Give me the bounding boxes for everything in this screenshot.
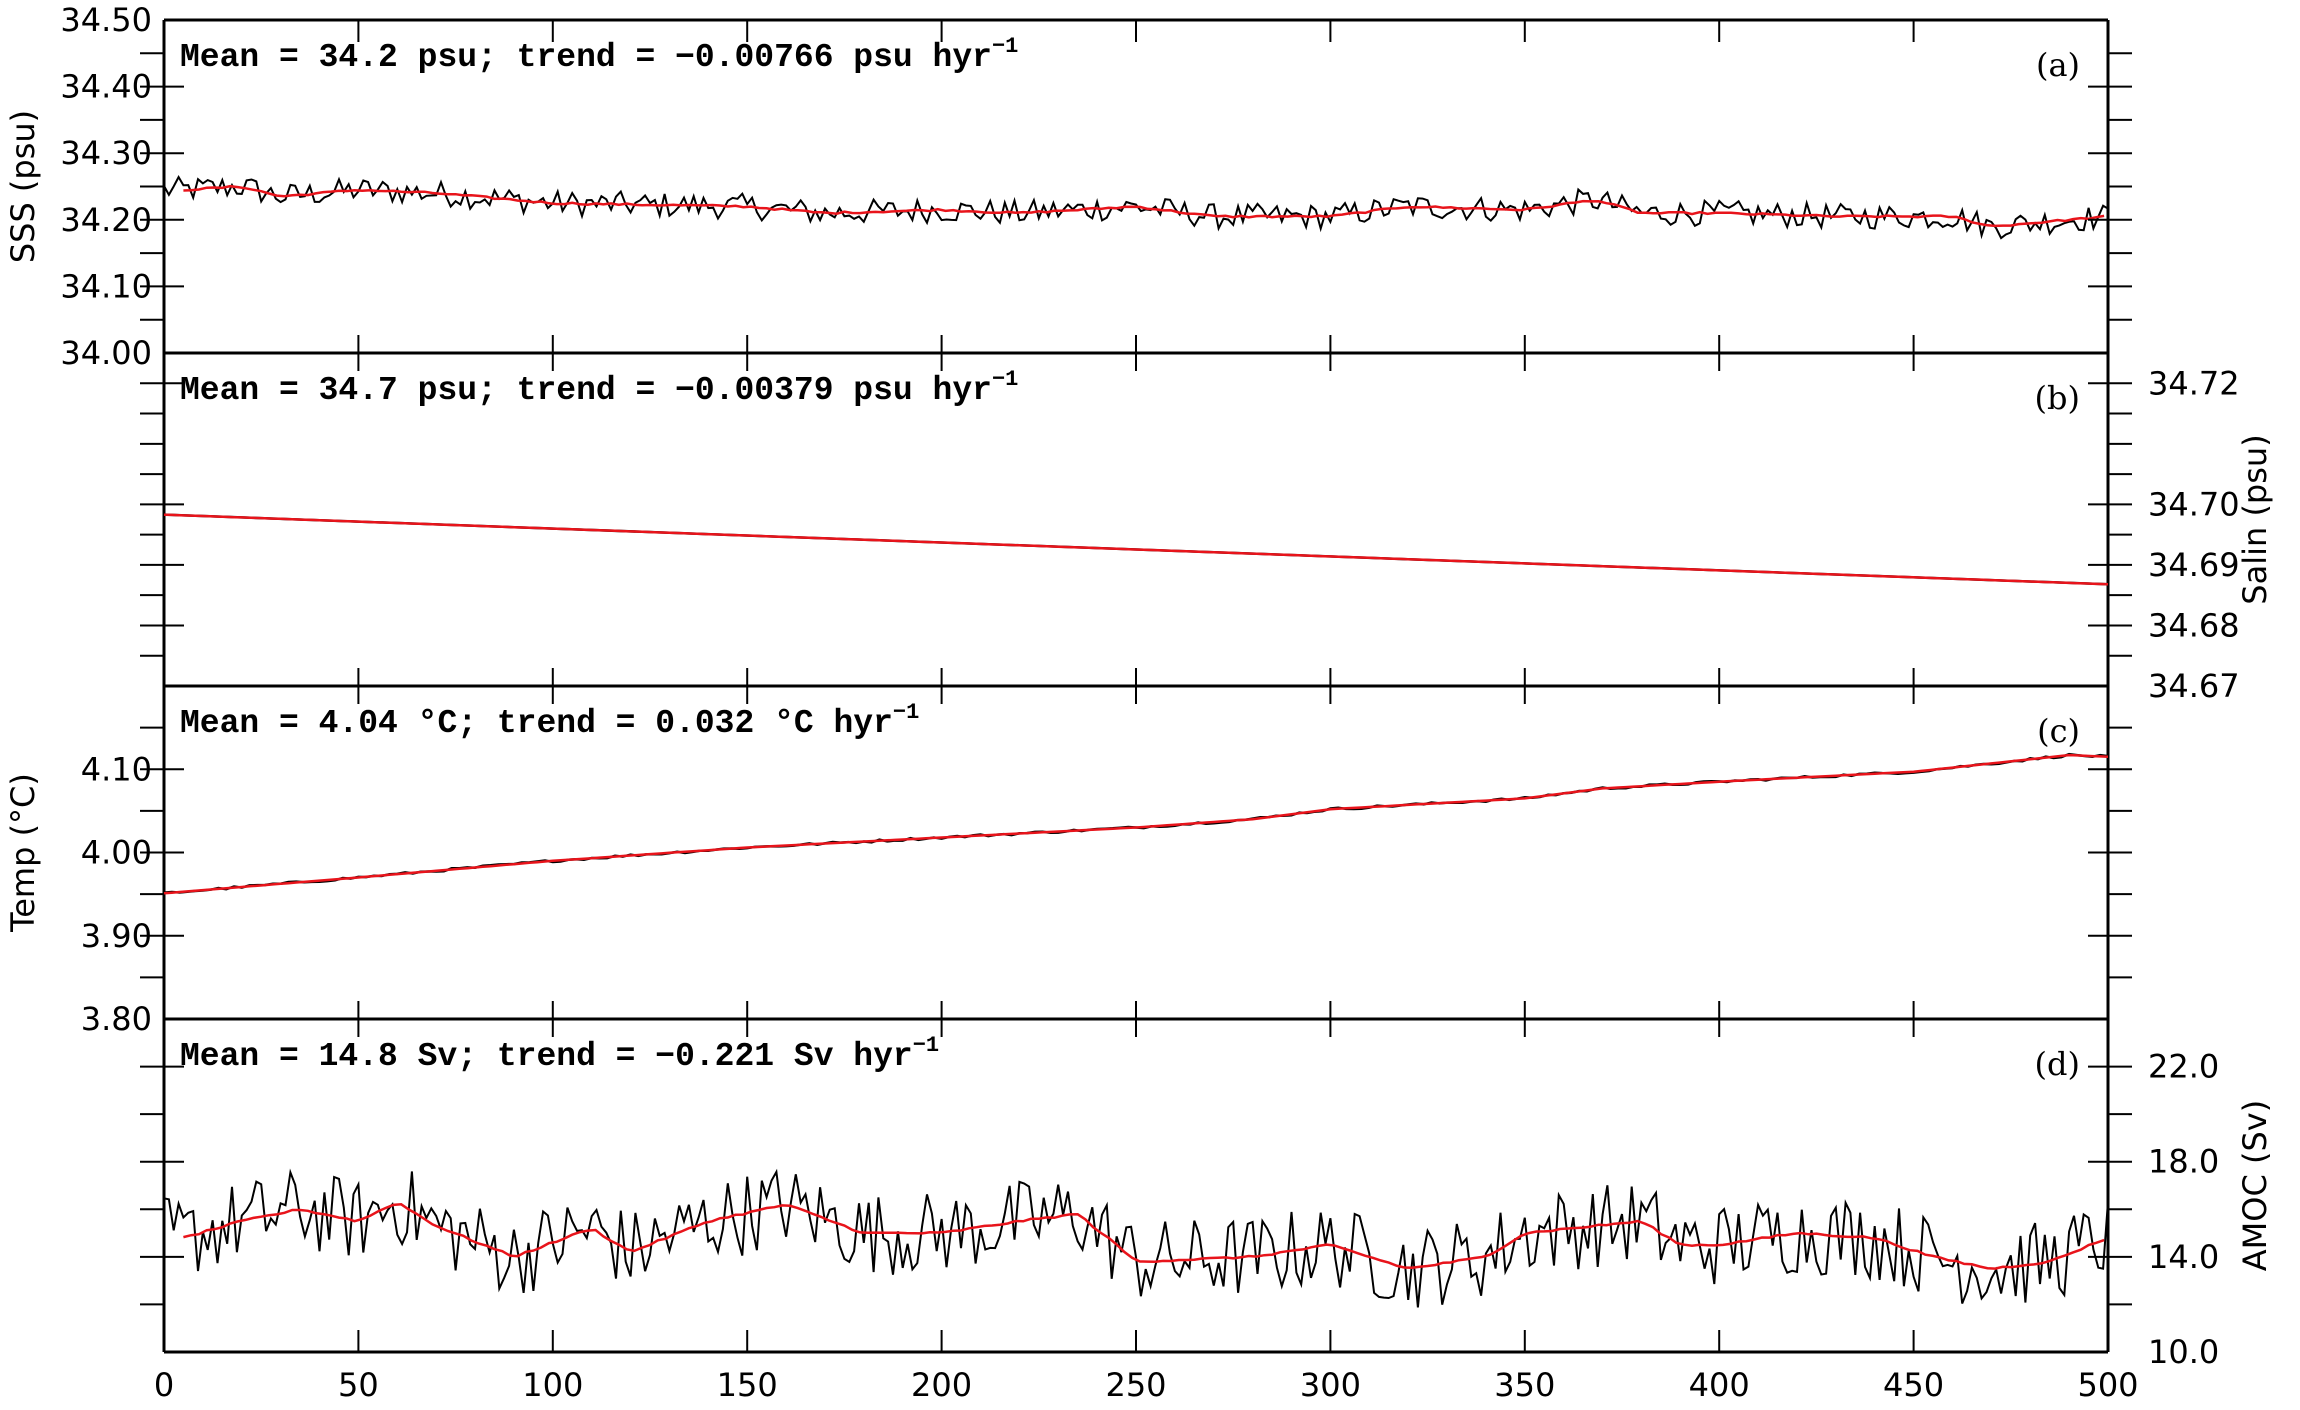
panel-c-label: (c) (2037, 712, 2080, 750)
x-tick-label: 150 (717, 1366, 778, 1404)
series-a-smooth-line (183, 184, 2105, 228)
series-a-raw-line (163, 175, 2109, 240)
y-tick-label: 4.10 (81, 750, 152, 788)
panel-d-y-axis-title: AMOC (Sv) (2236, 1100, 2274, 1271)
panel-b-label: (b) (2035, 379, 2080, 417)
y-tick-label: 22.0 (2148, 1048, 2219, 1086)
panel-d-label: (d) (2035, 1045, 2080, 1083)
y-tick-label: 4.00 (81, 834, 152, 872)
x-tick-label: 0 (154, 1366, 174, 1404)
y-tick-label: 3.80 (81, 1000, 152, 1038)
x-tick-label: 450 (1883, 1366, 1944, 1404)
x-tick-label: 100 (522, 1366, 583, 1404)
x-tick-label: 300 (1300, 1366, 1361, 1404)
axis-ticks (140, 19, 2132, 1353)
y-tick-label: 34.30 (60, 134, 152, 172)
panel-b-y-axis-title: Salin (psu) (2236, 434, 2274, 604)
x-tick-label: 200 (911, 1366, 972, 1404)
data-series (163, 175, 2109, 1308)
x-tick-label: 350 (1494, 1366, 1555, 1404)
y-tick-label: 14.0 (2148, 1238, 2219, 1276)
y-tick-label: 34.20 (60, 201, 152, 239)
panel-a-annotation: Mean = 34.2 psu; trend = −0.00766 psu hy… (180, 34, 1018, 76)
series-b-smooth-line (163, 513, 2109, 586)
y-tick-label: 34.67 (2148, 667, 2240, 705)
panel-d-annotation: Mean = 14.8 Sv; trend = −0.221 Sv hyr−1 (180, 1033, 939, 1075)
y-tick-label: 34.40 (60, 68, 152, 106)
y-tick-label: 34.69 (2148, 546, 2240, 584)
x-tick-label: 250 (1105, 1366, 1166, 1404)
panel-c-annotation: Mean = 4.04 °C; trend = 0.032 °C hyr−1 (180, 700, 919, 742)
series-c-smooth-line (163, 753, 2109, 895)
y-tick-label: 34.50 (60, 1, 152, 39)
y-tick-label: 34.10 (60, 267, 152, 305)
y-tick-label: 34.72 (2148, 364, 2240, 402)
panel-a-y-axis-title: SSS (psu) (4, 110, 42, 263)
y-tick-label: 10.0 (2148, 1333, 2219, 1371)
y-tick-label: 34.70 (2148, 485, 2240, 523)
x-tick-label: 400 (1689, 1366, 1750, 1404)
y-tick-label: 3.90 (81, 917, 152, 955)
y-tick-label: 18.0 (2148, 1143, 2219, 1181)
x-tick-label: 50 (338, 1366, 379, 1404)
panel-c-y-axis-title: Temp (°C) (4, 773, 42, 933)
panel-a-label: (a) (2036, 46, 2080, 84)
series-d-smooth-line (183, 1203, 2105, 1270)
y-tick-label: 34.00 (60, 334, 152, 372)
series-c-raw-line (163, 752, 2109, 894)
series-d-raw-line (163, 1168, 2109, 1308)
text-layer: 0 50 100 150 200 250 300 350 400 450 500 34.00 34.10… (4, 1, 2274, 1404)
y-tick-label: 34.68 (2148, 606, 2240, 644)
panel-b-annotation: Mean = 34.7 psu; trend = −0.00379 psu hy… (180, 367, 1018, 409)
x-tick-label: 500 (2077, 1366, 2138, 1404)
